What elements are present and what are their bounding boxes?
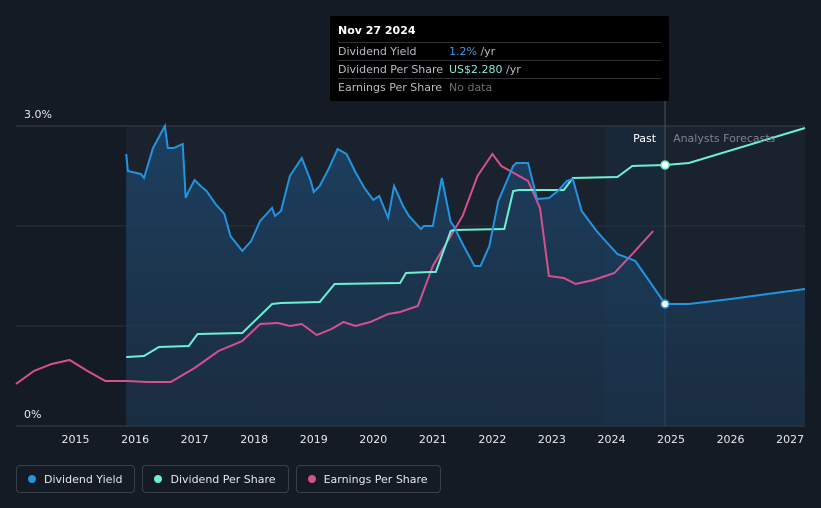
legend-item-earnings-per-share[interactable]: Earnings Per Share	[295, 465, 441, 493]
past-region-label: Past	[633, 132, 657, 145]
x-tick-label: 2024	[597, 433, 625, 446]
tooltip-value: US$2.280	[449, 63, 503, 76]
tooltip-unit: /yr	[502, 63, 521, 76]
earnings-per-share-dot-icon	[307, 475, 316, 483]
x-tick-label: 2021	[419, 433, 447, 446]
x-tick-label: 2020	[359, 433, 387, 446]
x-tick-label: 2022	[478, 433, 506, 446]
x-axis-ticks: 2015 2016 2017 2018 2019 2020 2021 2022 2023 2024…	[62, 433, 805, 446]
x-tick-label: 2025	[657, 433, 685, 446]
tooltip-row-dividend-per-share: Dividend Per Share US$2.280 /yr	[338, 60, 661, 78]
earnings-per-share-line	[15, 152, 654, 385]
dividend-per-share-marker[interactable]	[660, 160, 670, 170]
forecast-region-label: Analysts Forecasts	[673, 132, 776, 145]
tooltip-label: Dividend Yield	[338, 45, 417, 58]
x-tick-label: 2026	[717, 433, 745, 446]
y-axis-label-top: 3.0%	[24, 108, 52, 121]
dividend-per-share-line	[126, 127, 806, 358]
legend-label: Earnings Per Share	[323, 472, 428, 486]
dividend-yield-line	[125, 122, 806, 305]
tooltip-label: Earnings Per Share	[338, 81, 443, 94]
x-tick-label: 2018	[240, 433, 268, 446]
x-tick-label: 2019	[300, 433, 328, 446]
hover-tooltip: Nov 27 2024 Dividend Yield 1.2% /yr Divi…	[330, 16, 669, 101]
x-tick-label: 2015	[62, 433, 90, 446]
tooltip-value: No data	[449, 81, 493, 94]
tooltip-row-earnings-per-share: Earnings Per Share No data	[338, 78, 661, 96]
dividend-yield-area	[126, 126, 806, 426]
x-tick-label: 2023	[538, 433, 566, 446]
dividend-yield-marker[interactable]	[660, 299, 670, 309]
legend-item-dividend-per-share[interactable]: Dividend Per Share	[142, 465, 289, 493]
legend-label: Dividend Per Share	[170, 472, 276, 486]
tooltip-date: Nov 27 2024	[338, 24, 416, 37]
tooltip-value: 1.2%	[449, 45, 477, 58]
chart-legend: Dividend Yield Dividend Per Share Earnin…	[16, 465, 441, 493]
tooltip-unit: /yr	[476, 45, 496, 58]
tooltip-row-dividend-yield: Dividend Yield 1.2% /yr	[338, 42, 661, 60]
dividend-yield-dot-icon	[28, 475, 36, 483]
x-tick-label: 2027	[776, 433, 804, 446]
legend-item-dividend-yield[interactable]: Dividend Yield	[16, 465, 136, 493]
dividend-per-share-dot-icon	[154, 475, 163, 483]
x-tick-label: 2016	[121, 433, 149, 446]
x-tick-label: 2017	[181, 433, 209, 446]
y-axis-label-bottom: 0%	[24, 408, 41, 421]
legend-label: Dividend Yield	[44, 472, 123, 486]
tooltip-label: Dividend Per Share	[338, 63, 444, 76]
